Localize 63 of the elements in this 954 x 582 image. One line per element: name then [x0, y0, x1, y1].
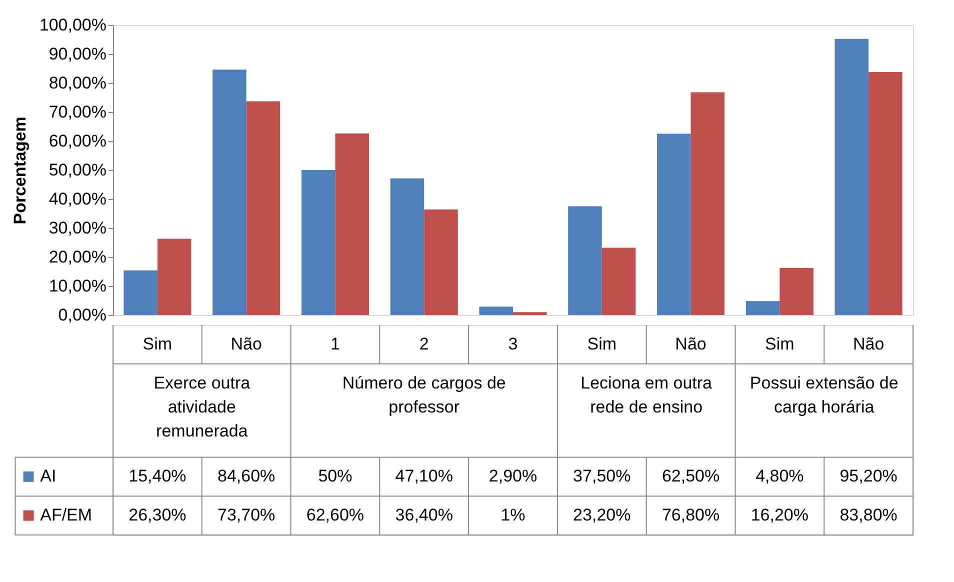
text: Leciona em outra rede de ensino: [580, 374, 713, 417]
y-tick-label: 50,00%: [48, 160, 106, 180]
bar: [301, 170, 336, 315]
bar: [157, 238, 192, 315]
data-label: 23,20%: [573, 506, 631, 525]
data-label: 2,90%: [488, 466, 538, 486]
legend-label: AF/EM: [40, 506, 92, 525]
bar: [124, 270, 158, 315]
x-tick-label: Sim: [765, 334, 794, 354]
bar: [834, 38, 869, 315]
x-tick-label: 2: [419, 334, 429, 354]
bar: [690, 92, 725, 315]
data-label: 36,40%: [395, 506, 453, 525]
bar: [424, 209, 458, 315]
data-label: 62,60%: [306, 506, 364, 525]
x-tick-label: Sim: [142, 334, 172, 354]
x-tick-label: Não: [675, 334, 706, 354]
data-label: 83,80%: [840, 506, 898, 525]
data-label: 15,40%: [128, 466, 186, 486]
bar: [513, 312, 547, 315]
x-tick-label: Não: [852, 334, 884, 354]
bar: [868, 72, 902, 315]
bar: [479, 306, 513, 315]
x-tick-label: 1: [330, 334, 340, 354]
y-tick-label: 90,00%: [48, 44, 106, 64]
y-tick-label: 40,00%: [48, 190, 106, 208]
data-label: 1%: [500, 506, 526, 525]
data-label: 62,50%: [662, 466, 720, 486]
bar: [246, 101, 280, 315]
legend-label: AI: [40, 466, 56, 486]
y-tick-label: 70,00%: [48, 102, 106, 122]
text: Número de cargos de professor: [342, 374, 506, 417]
bar: [780, 268, 814, 315]
y-tick-label: 0,00%: [58, 306, 106, 324]
y-axis-title: Porcentagem: [10, 116, 30, 224]
data-label: 26,30%: [128, 506, 186, 525]
data-label: 47,10%: [395, 466, 453, 486]
bar: [568, 206, 602, 315]
data-label: 4,80%: [756, 466, 804, 486]
bar: [746, 301, 780, 315]
x-tick-label: Não: [230, 334, 262, 354]
bar: [212, 70, 246, 315]
bar: [335, 133, 369, 315]
data-label: 95,20%: [840, 466, 898, 486]
bar: [657, 134, 691, 315]
data-label: 16,20%: [750, 506, 809, 525]
y-tick-label: 10,00%: [48, 276, 106, 296]
data-label: 84,60%: [217, 466, 276, 486]
y-tick-label: 100,00%: [39, 16, 106, 34]
data-label: 76,80%: [662, 506, 720, 525]
bar: [602, 248, 636, 315]
data-label: 37,50%: [573, 466, 631, 486]
bar: [390, 178, 424, 315]
y-tick-label: 20,00%: [48, 248, 106, 266]
y-tick-label: 60,00%: [48, 132, 106, 150]
y-tick-label: 80,00%: [48, 74, 106, 92]
text: Exerce outra atividade remunerada: [154, 374, 251, 441]
data-label: 73,70%: [217, 506, 276, 525]
text: Possui extensão de carga horária: [750, 374, 898, 417]
x-tick-label: 3: [508, 334, 518, 354]
x-tick-label: Sim: [587, 334, 617, 354]
data-label: 50%: [318, 466, 352, 486]
y-tick-label: 30,00%: [48, 218, 106, 238]
